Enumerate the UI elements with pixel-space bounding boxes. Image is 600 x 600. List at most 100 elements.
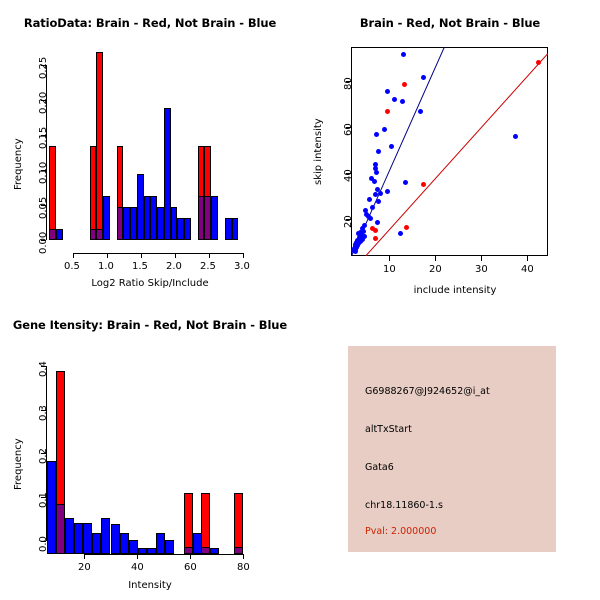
histogram-bar-not-brain	[146, 547, 156, 554]
scatter-x-label-20: 20	[429, 264, 442, 275]
x-tick-3	[175, 253, 176, 258]
scatter-point-not-brain	[389, 143, 395, 149]
histogram-bar-brain	[201, 492, 211, 554]
scatter-x-tick-10	[389, 256, 390, 261]
histogram-bar-brain	[184, 492, 194, 554]
histogram-bar-not-brain	[184, 218, 191, 240]
scatter-point-not-brain	[357, 235, 363, 241]
scatter-point-not-brain	[373, 162, 379, 168]
x-tick-5	[243, 253, 244, 258]
scatter-point-not-brain	[352, 249, 358, 255]
scatter-point-brain	[404, 224, 410, 230]
histogram-bar-not-brain	[123, 207, 131, 240]
scatter-x-tick-20	[435, 256, 436, 261]
scatter-point-not-brain	[417, 108, 423, 114]
x-tick-label-5: 3.0	[234, 261, 250, 272]
histogram-bar-not-brain	[210, 547, 220, 554]
histogram-bar-brain	[49, 145, 56, 240]
histogram-bar-overlap	[89, 228, 97, 240]
gene-histogram-x-axis	[84, 554, 244, 555]
scatter-point-not-brain	[402, 179, 408, 185]
y-tick-2	[41, 170, 46, 171]
histogram-bar-brain	[96, 52, 104, 240]
gene-histogram-bars	[0, 300, 300, 600]
scatter-point-not-brain	[375, 198, 381, 204]
histogram-bar-not-brain	[83, 523, 93, 554]
histogram-bar-overlap	[56, 503, 66, 554]
ratio-histogram-title: RatioData: Brain - Red, Not Brain - Blue	[23, 16, 277, 30]
scatter-point-not-brain	[356, 231, 362, 237]
y-tick-3	[41, 135, 46, 136]
scatter-point-not-brain	[376, 149, 382, 154]
scatter-x-label-10: 10	[383, 264, 396, 275]
scatter-point-not-brain	[374, 186, 380, 192]
scatter-point-not-brain	[359, 226, 365, 232]
gene-x-tick-40	[137, 554, 138, 559]
scatter-y-tick-60	[346, 127, 351, 128]
histogram-bar-not-brain	[164, 540, 174, 554]
scatter-point-not-brain	[373, 192, 379, 198]
histogram-bar-brain	[89, 145, 97, 240]
gene-y-tick-4	[41, 366, 46, 367]
gene-histogram-xlabel: Intensity	[128, 580, 172, 591]
info-pval: Pval: 2.000000	[365, 526, 437, 537]
scatter-point-not-brain	[401, 52, 407, 58]
gene-x-tick-20	[84, 554, 85, 559]
scatter-point-not-brain	[374, 132, 380, 138]
gene-histogram-title: Gene Itensity: Brain - Red, Not Brain - …	[12, 318, 288, 332]
gene-histogram-y-axis	[46, 366, 47, 541]
scatter-point-not-brain	[361, 223, 367, 229]
scatter-x-label-30: 30	[475, 264, 488, 275]
histogram-bar-not-brain	[224, 218, 232, 240]
scatter-point-brain	[402, 82, 408, 88]
ratio-histogram-y-axis	[46, 65, 47, 240]
histogram-bar-not-brain	[119, 532, 129, 554]
histogram-bar-not-brain	[137, 547, 147, 554]
gene-x-tick-80	[243, 554, 244, 559]
histogram-bar-overlap	[201, 546, 211, 554]
scatter-panel: Brain - Red, Not Brain - Blue skip inten…	[300, 0, 600, 300]
scatter-point-not-brain	[384, 189, 390, 195]
info-locus: chr18.11860-1.s	[365, 500, 443, 511]
scatter-x-label-40: 40	[521, 264, 534, 275]
scatter-ylabel: skip intensity	[313, 118, 324, 185]
histogram-bar-not-brain	[136, 174, 144, 240]
x-tick-label-2: 1.5	[132, 261, 148, 272]
histogram-bar-not-brain	[74, 523, 84, 554]
gene-y-tick-3	[41, 410, 46, 411]
info-event-type: altTxStart	[365, 424, 412, 435]
histogram-bar-not-brain	[47, 460, 57, 554]
histogram-bar-overlap	[233, 546, 243, 554]
histogram-bar-not-brain	[143, 196, 151, 240]
histogram-bar-not-brain	[231, 218, 239, 240]
histogram-bar-not-brain	[103, 196, 110, 240]
histogram-bar-overlap	[184, 546, 194, 554]
x-tick-4	[209, 253, 210, 258]
histogram-bar-not-brain	[128, 540, 138, 554]
scatter-point-brain	[536, 60, 542, 66]
gene-info-panel: G6988267@J924652@i_at altTxStart Gata6 c…	[348, 346, 556, 552]
scatter-point-not-brain	[369, 205, 375, 211]
x-tick-1	[107, 253, 108, 258]
scatter-point-not-brain	[399, 99, 405, 105]
scatter-point-brain	[373, 227, 379, 233]
info-probe-id: G6988267@J924652@i_at	[365, 386, 490, 397]
histogram-bar-not-brain	[157, 207, 164, 240]
scatter-title: Brain - Red, Not Brain - Blue	[359, 16, 541, 30]
scatter-point-not-brain	[359, 236, 365, 242]
scatter-point-not-brain	[360, 228, 366, 234]
gene-histogram-panel: Gene Itensity: Brain - Red, Not Brain - …	[0, 300, 300, 600]
scatter-y-tick-80	[346, 81, 351, 82]
scatter-y-tick-20	[346, 219, 351, 220]
histogram-bar-not-brain	[155, 532, 165, 554]
scatter-xlabel: include intensity	[413, 285, 497, 296]
gene-x-label-20: 20	[78, 562, 91, 573]
histogram-bar-overlap	[96, 228, 104, 240]
histogram-bar-overlap	[204, 196, 212, 240]
scatter-point-not-brain	[512, 133, 518, 139]
scatter-fit-line	[364, 52, 548, 256]
histogram-bar-overlap	[197, 196, 205, 240]
ratio-histogram-panel: RatioData: Brain - Red, Not Brain - Blue…	[0, 0, 300, 300]
histogram-bar-not-brain	[177, 218, 185, 240]
